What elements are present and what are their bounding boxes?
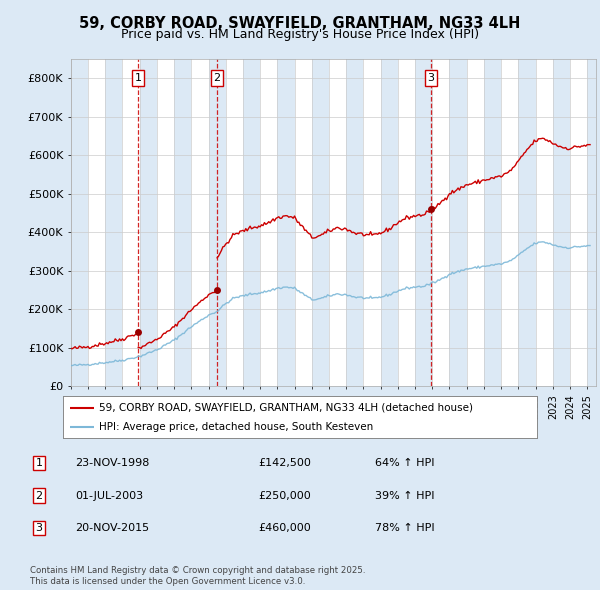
Text: £142,500: £142,500 xyxy=(258,458,311,468)
Text: HPI: Average price, detached house, South Kesteven: HPI: Average price, detached house, Sout… xyxy=(98,422,373,432)
Bar xyxy=(587,59,600,386)
Text: 3: 3 xyxy=(427,73,434,83)
Bar xyxy=(174,59,191,386)
Bar xyxy=(380,59,398,386)
Text: 1: 1 xyxy=(135,73,142,83)
Bar xyxy=(553,59,570,386)
Text: 23-NOV-1998: 23-NOV-1998 xyxy=(75,458,149,468)
Text: 64% ↑ HPI: 64% ↑ HPI xyxy=(375,458,434,468)
Text: 59, CORBY ROAD, SWAYFIELD, GRANTHAM, NG33 4LH: 59, CORBY ROAD, SWAYFIELD, GRANTHAM, NG3… xyxy=(79,16,521,31)
Bar xyxy=(484,59,501,386)
Bar xyxy=(277,59,295,386)
Text: 01-JUL-2003: 01-JUL-2003 xyxy=(75,491,143,500)
Text: 39% ↑ HPI: 39% ↑ HPI xyxy=(375,491,434,500)
Text: £250,000: £250,000 xyxy=(258,491,311,500)
Text: 3: 3 xyxy=(35,523,43,533)
Bar xyxy=(243,59,260,386)
Text: 2: 2 xyxy=(35,491,43,500)
Bar xyxy=(415,59,432,386)
Text: 2: 2 xyxy=(214,73,221,83)
Text: 1: 1 xyxy=(35,458,43,468)
Text: 20-NOV-2015: 20-NOV-2015 xyxy=(75,523,149,533)
Bar xyxy=(140,59,157,386)
Bar xyxy=(71,59,88,386)
Bar xyxy=(449,59,467,386)
Text: Contains HM Land Registry data © Crown copyright and database right 2025.
This d: Contains HM Land Registry data © Crown c… xyxy=(30,566,365,586)
Text: 59, CORBY ROAD, SWAYFIELD, GRANTHAM, NG33 4LH (detached house): 59, CORBY ROAD, SWAYFIELD, GRANTHAM, NG3… xyxy=(98,402,473,412)
Bar xyxy=(518,59,536,386)
Bar xyxy=(209,59,226,386)
Bar xyxy=(105,59,122,386)
Text: £460,000: £460,000 xyxy=(258,523,311,533)
Text: 78% ↑ HPI: 78% ↑ HPI xyxy=(375,523,434,533)
Text: Price paid vs. HM Land Registry's House Price Index (HPI): Price paid vs. HM Land Registry's House … xyxy=(121,28,479,41)
Bar xyxy=(346,59,364,386)
Bar xyxy=(312,59,329,386)
